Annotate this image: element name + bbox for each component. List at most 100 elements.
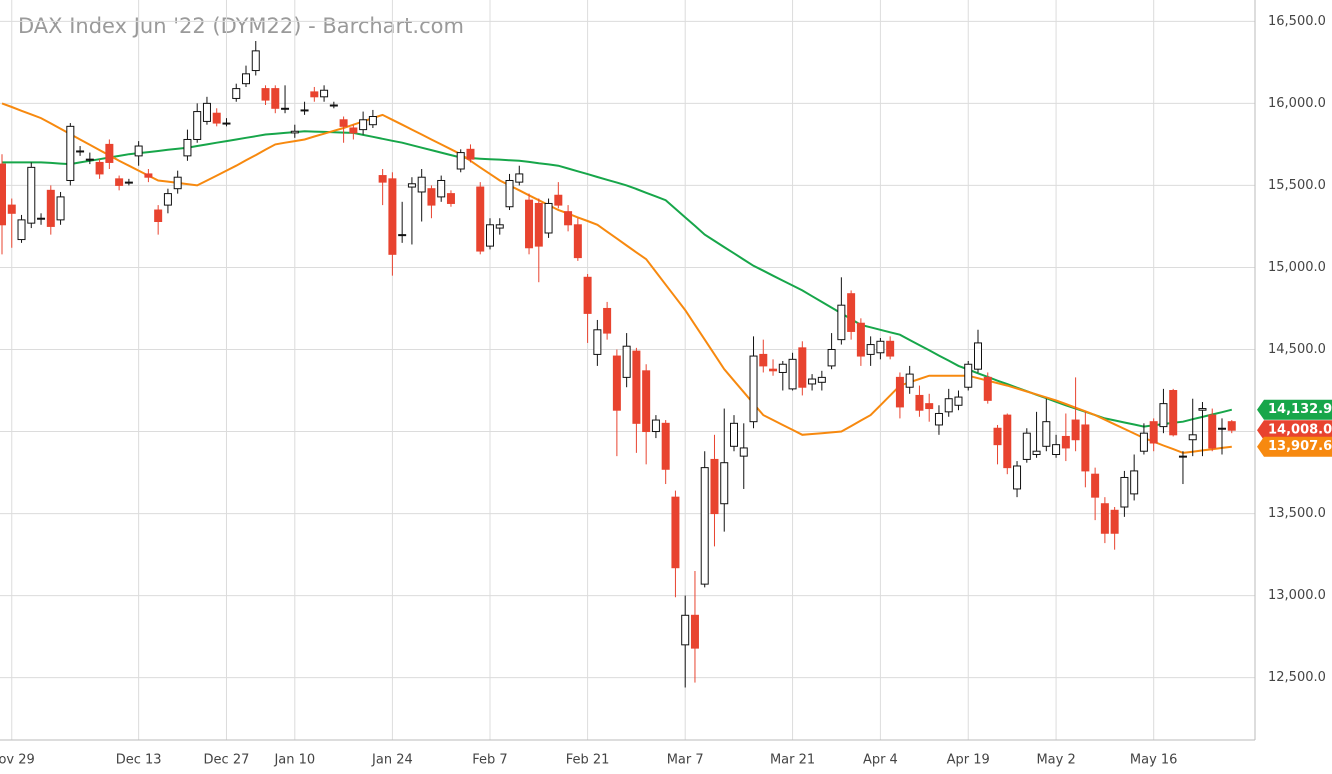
candle-body: [661, 422, 670, 470]
candle-body: [798, 347, 807, 388]
candle-body: [1130, 470, 1139, 495]
candle-body: [310, 91, 319, 98]
candle-body: [1169, 390, 1178, 436]
candle-body: [925, 403, 934, 410]
candle-body: [769, 368, 778, 372]
candle-body: [7, 204, 16, 214]
x-tick-label: Dec 27: [204, 753, 250, 768]
candle-body: [1032, 450, 1041, 456]
y-tick-label: 16,500.0: [1268, 14, 1326, 29]
candle-body: [115, 178, 124, 186]
candle-body: [349, 127, 358, 134]
x-tick-label: Feb 21: [566, 753, 610, 768]
candle-body: [1227, 421, 1236, 431]
candle-body: [1159, 403, 1168, 428]
candle-body: [612, 355, 621, 411]
candle-body: [261, 88, 270, 101]
candle-body: [281, 107, 290, 110]
y-tick-label: 12,500.0: [1268, 670, 1326, 685]
candle-body: [1042, 421, 1051, 447]
candle-body: [359, 119, 368, 131]
candle-body: [817, 376, 826, 383]
candle-body: [1100, 503, 1109, 534]
x-tick-label: Apr 4: [863, 753, 898, 768]
y-tick-label: 15,000.0: [1268, 260, 1326, 275]
candle-body: [183, 138, 192, 157]
candle-body: [173, 176, 182, 190]
candle-body: [690, 614, 699, 649]
candle-body: [388, 178, 397, 255]
y-tick-label: 14,500.0: [1268, 342, 1326, 357]
candle-body: [456, 152, 465, 170]
candle-body: [66, 125, 75, 181]
candle-body: [378, 175, 387, 183]
candle-body: [1218, 427, 1226, 430]
candle-body: [0, 163, 6, 226]
candle-body: [944, 398, 953, 413]
candle-body: [876, 340, 885, 354]
candle-body: [837, 304, 846, 341]
candle-body: [1188, 434, 1197, 441]
candle-body: [856, 322, 865, 357]
x-tick-label: Jan 24: [371, 753, 413, 768]
plot: [0, 41, 1236, 688]
candle-body: [778, 363, 787, 373]
candle-body: [76, 150, 85, 153]
candle-body: [964, 363, 973, 388]
candle-body: [17, 219, 26, 241]
candle-body: [710, 458, 719, 515]
candle-body: [486, 224, 494, 247]
chart-title: DAX Index Jun '22 (DYM22) - Barchart.com: [18, 14, 464, 38]
candle-body: [320, 89, 329, 98]
candle-body: [466, 148, 475, 160]
candle-body: [1052, 444, 1061, 456]
candle-body: [974, 342, 982, 370]
candle-body: [544, 202, 553, 234]
candle-body: [866, 344, 875, 355]
candle-body: [339, 119, 348, 127]
price-label: 14,132.9: [1268, 402, 1332, 417]
x-tick-label: Jan 10: [273, 753, 315, 768]
candle-body: [1149, 421, 1158, 444]
candle-body: [1061, 435, 1070, 449]
candle-body: [300, 109, 309, 112]
x-tick-label: May 16: [1130, 753, 1178, 768]
candle-body: [730, 422, 738, 447]
candle-body: [534, 202, 543, 247]
candle-body: [1120, 476, 1129, 508]
candle-body: [593, 329, 602, 355]
price-label-box: [1257, 420, 1332, 441]
candle-body: [573, 224, 582, 259]
candle-body: [437, 179, 446, 198]
candle-body: [700, 467, 709, 585]
candle-body: [1198, 408, 1207, 411]
candle-body: [163, 193, 172, 206]
price-label-box: [1257, 436, 1332, 457]
candle-body: [749, 355, 758, 423]
x-tick-label: Mar 21: [770, 753, 815, 768]
candle-body: [144, 173, 153, 178]
candle-body: [1081, 424, 1090, 472]
y-tick-label: 13,500.0: [1268, 506, 1326, 521]
x-tick-label: Apr 19: [947, 753, 990, 768]
y-tick-label: 15,500.0: [1268, 178, 1326, 193]
candle-body: [525, 199, 534, 249]
x-tick-label: Dec 13: [116, 753, 162, 768]
candle-body: [495, 224, 504, 229]
candle-body: [632, 350, 641, 424]
candle-body: [1003, 414, 1012, 469]
candle-body: [651, 419, 660, 433]
candle-body: [27, 166, 36, 224]
candle-body: [954, 396, 963, 406]
candle-body: [242, 73, 250, 85]
price-label-box: [1257, 399, 1332, 420]
candle-body: [46, 189, 55, 227]
candle-body: [124, 181, 133, 184]
candle-body: [681, 614, 690, 646]
candle-body: [1071, 419, 1080, 441]
candle-body: [847, 293, 856, 332]
candle-body: [232, 88, 241, 99]
candle-body: [886, 340, 895, 357]
candle-body: [739, 447, 748, 457]
